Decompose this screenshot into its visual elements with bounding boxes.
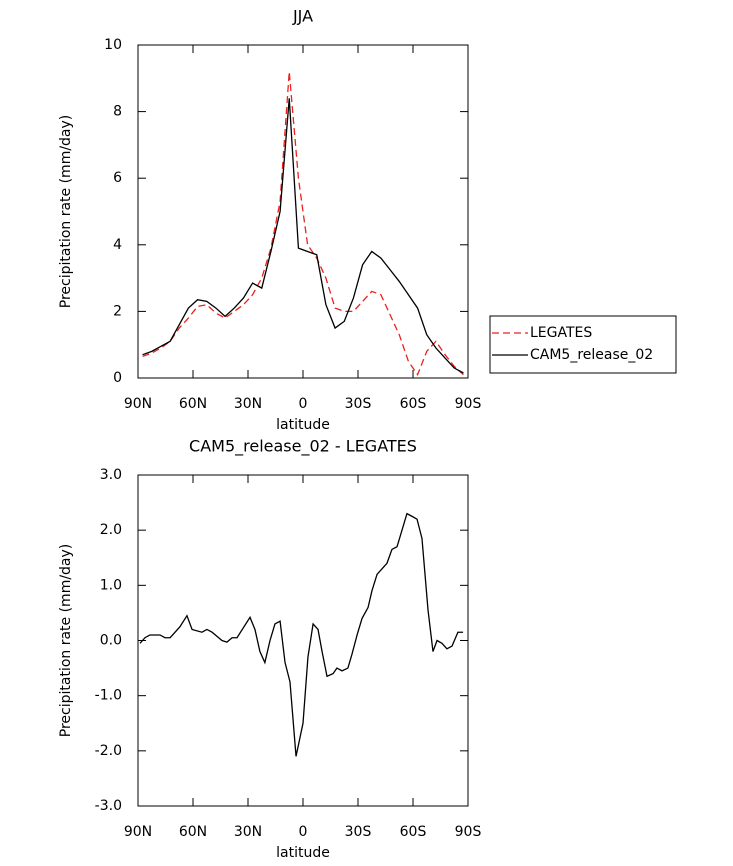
y-tick-label: -1.0 [95,688,122,704]
x-tick-label: 90S [455,396,482,412]
y-tick-label: 6 [113,170,122,186]
y-tick-label: 4 [113,237,122,253]
x-tick-label: 90S [455,824,482,840]
x-tick-label: 90N [124,396,152,412]
x-tick-label: 60N [179,396,207,412]
y-axis-label: Precipitation rate (mm/day) [58,115,74,309]
data-line [142,98,464,374]
x-tick-label: 60N [179,824,207,840]
plot-frame [137,44,469,379]
x-tick-label: 30N [234,824,262,840]
y-tick-label: -2.0 [95,743,122,759]
x-tick-label: 90N [124,824,152,840]
x-tick-label: 30N [234,396,262,412]
x-tick-label: 0 [299,824,308,840]
x-tick-label: 30S [345,824,372,840]
chart-title: CAM5_release_02 - LEGATES [189,437,417,457]
y-tick-label: 8 [113,104,122,120]
x-axis-label: latitude [276,845,330,861]
data-line [142,71,464,377]
y-tick-label: 3.0 [100,467,122,483]
y-tick-label: 0.0 [100,633,122,649]
y-tick-label: 10 [104,37,122,53]
data-line [139,512,464,757]
chart-title: JJA [292,7,313,26]
x-axis-label: latitude [276,417,330,433]
x-tick-label: 30S [345,396,372,412]
legend-label: LEGATES [530,325,592,341]
legend-label: CAM5_release_02 [530,347,653,363]
x-tick-label: 0 [299,396,308,412]
y-tick-label: 2 [113,303,122,319]
legend-box [489,315,677,374]
x-tick-label: 60S [400,396,427,412]
y-axis-label: Precipitation rate (mm/day) [58,544,74,738]
y-tick-label: 2.0 [100,522,122,538]
y-tick-label: -3.0 [95,798,122,814]
x-tick-label: 60S [400,824,427,840]
y-tick-label: 0 [113,370,122,386]
y-tick-label: 1.0 [100,577,122,593]
